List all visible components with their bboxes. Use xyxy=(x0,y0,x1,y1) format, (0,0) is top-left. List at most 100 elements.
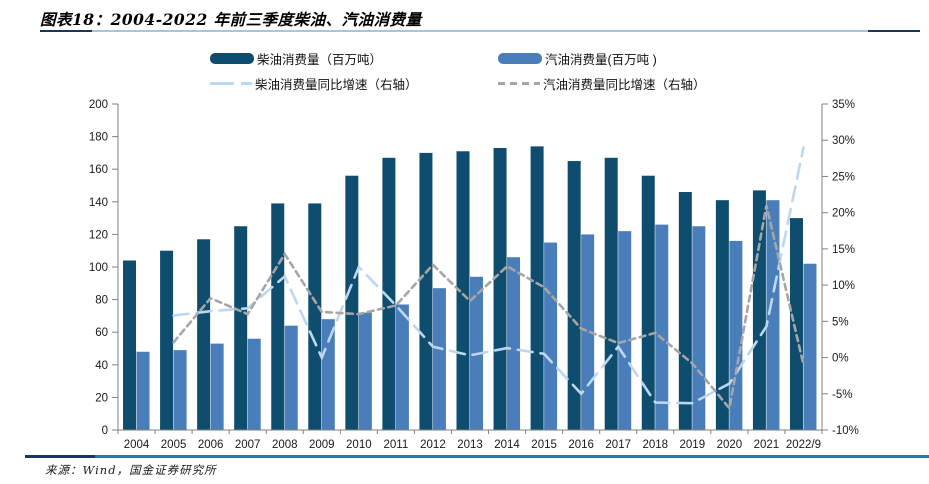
right-axis-label: 5% xyxy=(832,316,849,328)
x-axis-label: 2022/9 xyxy=(786,439,821,451)
legend-label: 柴油消费量同比增速（右轴） xyxy=(255,77,418,92)
diesel-bar xyxy=(456,151,470,430)
left-axis-label: 200 xyxy=(89,99,108,111)
diesel-growth-line xyxy=(172,146,805,405)
gasoline-bar xyxy=(692,226,706,430)
x-axis-label: 2004 xyxy=(124,439,150,451)
legend-label: 汽油消费量同比增速（右轴） xyxy=(543,77,706,92)
legend-item-gasoline-growth: 汽油消费量同比增速（右轴） xyxy=(498,75,706,92)
bottom-rule xyxy=(25,455,929,458)
x-axis-label: 2009 xyxy=(309,439,335,451)
diesel-bar-swatch-icon xyxy=(210,52,254,64)
x-axis-label: 2018 xyxy=(642,439,668,451)
gasoline-bar xyxy=(247,338,261,430)
left-axis-label: 100 xyxy=(89,262,108,274)
legend-label: 柴油消费量（百万吨） xyxy=(257,52,383,67)
title-rule-right-cap xyxy=(868,30,920,32)
source-note: 来源：Wind，国金证券研究所 xyxy=(45,463,217,477)
diesel-bar xyxy=(382,157,396,431)
x-axis-label: 2008 xyxy=(272,439,298,451)
left-axis-label: 40 xyxy=(95,360,108,372)
gasoline-bar xyxy=(358,312,372,430)
x-axis-label: 2006 xyxy=(198,439,224,451)
left-axis-label: 160 xyxy=(89,164,108,176)
diesel-bar xyxy=(493,148,507,430)
right-axis-label: 30% xyxy=(832,135,855,147)
x-axis-label: 2019 xyxy=(680,439,706,451)
gasoline-bar xyxy=(618,231,632,430)
right-axis-label: 20% xyxy=(832,208,855,220)
legend-item-diesel-bar: 柴油消费量（百万吨） xyxy=(210,50,383,67)
x-axis-label: 2017 xyxy=(605,439,631,451)
gasoline-bar xyxy=(173,350,187,430)
diesel-dashed-line-swatch-icon xyxy=(210,81,252,85)
x-axis-label: 2007 xyxy=(235,439,261,451)
gasoline-bar xyxy=(766,200,780,430)
right-axis-label: -5% xyxy=(832,389,852,401)
diesel-bar xyxy=(345,175,359,430)
diesel-bar xyxy=(419,152,433,430)
x-axis-label: 2013 xyxy=(457,439,483,451)
gasoline-bar xyxy=(803,263,817,430)
gasoline-bar xyxy=(655,224,669,430)
diesel-bar xyxy=(715,200,729,430)
diesel-bar xyxy=(123,260,137,430)
gasoline-bar xyxy=(321,319,335,430)
right-axis-label: 25% xyxy=(832,171,855,183)
right-axis-label: 10% xyxy=(832,280,855,292)
diesel-bar xyxy=(160,250,174,430)
right-axis-label: 0% xyxy=(832,353,849,365)
legend-label: 汽油消费量(百万吨 ) xyxy=(545,52,657,67)
x-axis-label: 2016 xyxy=(568,439,594,451)
gasoline-bar xyxy=(507,257,521,430)
left-axis-label: 80 xyxy=(95,295,108,307)
x-axis-label: 2011 xyxy=(384,439,409,451)
right-axis-label: 35% xyxy=(832,99,855,111)
gasoline-dashed-line-swatch-icon xyxy=(498,81,540,85)
right-axis-label: 15% xyxy=(832,244,855,256)
gasoline-growth-line xyxy=(172,205,805,412)
gasoline-bar xyxy=(210,343,224,430)
diesel-bar xyxy=(567,161,581,431)
diesel-bar xyxy=(789,218,803,430)
x-axis-label: 2005 xyxy=(161,439,187,451)
bottom-rule-left-cap xyxy=(25,455,95,458)
left-axis-label: 20 xyxy=(95,392,108,404)
legend-item-gasoline-bar: 汽油消费量(百万吨 ) xyxy=(498,50,657,67)
gasoline-bar-swatch-icon xyxy=(498,52,542,64)
title-rule xyxy=(40,30,920,32)
left-axis-label: 180 xyxy=(89,132,108,144)
diesel-bar xyxy=(641,175,655,430)
diesel-bar xyxy=(604,157,618,431)
diesel-bar xyxy=(308,203,322,430)
diesel-bar xyxy=(678,192,692,430)
x-axis-label: 2020 xyxy=(717,439,743,451)
left-axis-label: 140 xyxy=(89,197,108,209)
gasoline-bar xyxy=(432,288,446,430)
gasoline-bar xyxy=(729,240,743,430)
gasoline-bar xyxy=(395,304,409,430)
gasoline-bar xyxy=(136,351,150,430)
x-axis-label: 2021 xyxy=(754,439,780,451)
gasoline-bar xyxy=(284,325,298,430)
chart-title: 图表18：2004-2022 年前三季度柴油、汽油消费量 xyxy=(40,10,422,29)
title-row: 图表18：2004-2022 年前三季度柴油、汽油消费量 xyxy=(40,8,422,30)
left-axis-label: 0 xyxy=(102,425,108,437)
title-rule-left-cap xyxy=(40,30,92,32)
right-axis-label: -10% xyxy=(832,425,859,437)
x-axis-label: 2010 xyxy=(346,439,372,451)
footer-row: 来源：Wind，国金证券研究所 xyxy=(45,461,217,479)
diesel-bar xyxy=(234,226,248,430)
left-axis-label: 60 xyxy=(95,327,108,339)
gasoline-bar xyxy=(544,242,558,430)
diesel-bar xyxy=(752,190,766,430)
left-axis-label: 120 xyxy=(89,229,108,241)
x-axis-label: 2015 xyxy=(531,439,557,451)
legend-item-diesel-growth: 柴油消费量同比增速（右轴） xyxy=(210,75,418,92)
diesel-bar xyxy=(530,146,544,430)
x-axis-label: 2014 xyxy=(494,439,520,451)
diesel-bar xyxy=(197,239,211,430)
diesel-bar xyxy=(271,203,285,430)
